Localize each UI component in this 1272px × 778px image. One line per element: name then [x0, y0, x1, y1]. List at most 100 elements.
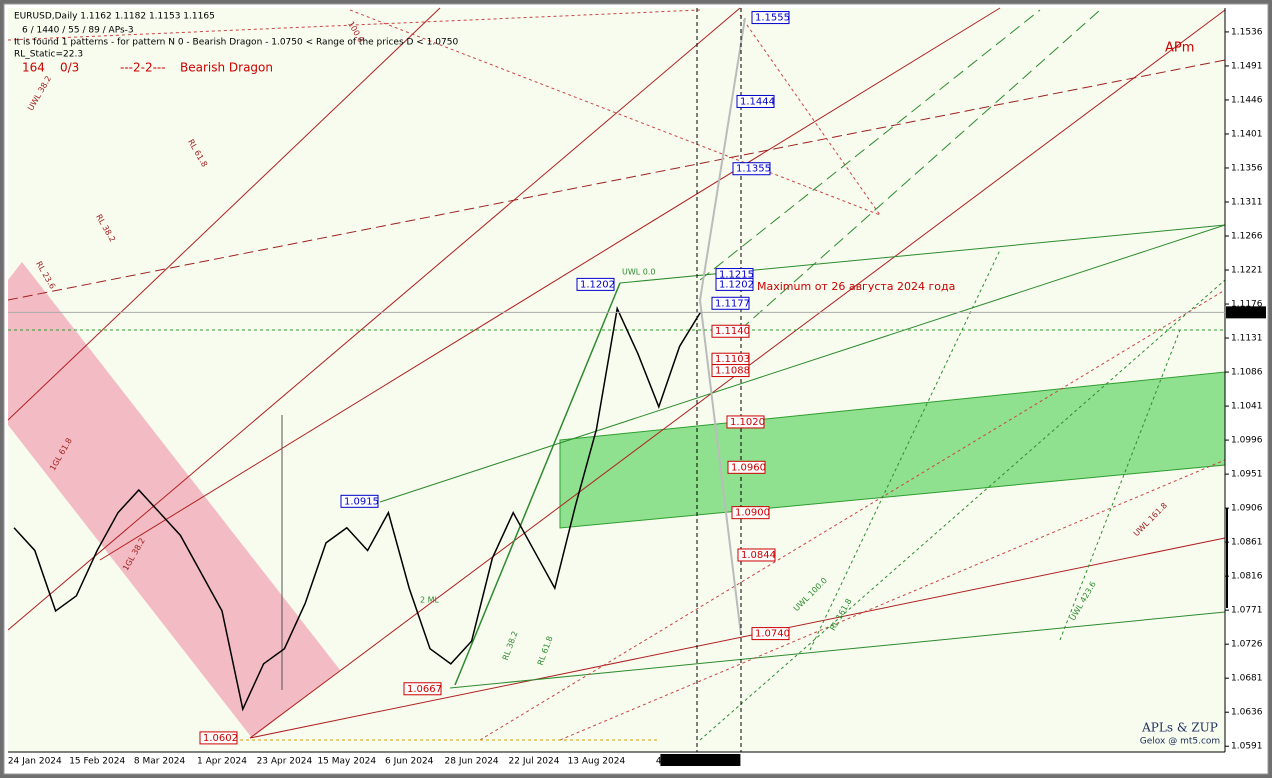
fib-line [739, 14, 881, 216]
level-box [727, 460, 766, 474]
level: 1.0844 [737, 548, 776, 562]
y-tick-label: 1.0816 [1231, 572, 1263, 582]
fib-line [699, 9, 1041, 281]
line-annotation: UWL 0.0 [622, 268, 656, 277]
level: 1.1020 [726, 415, 765, 429]
trend-line [449, 611, 1226, 689]
level-label: 1.1202 [719, 279, 754, 290]
fib-line [739, 9, 1101, 331]
fib-line [1059, 329, 1181, 641]
level-label: 1.1140 [715, 326, 750, 337]
level: 1.1355 [732, 162, 771, 176]
fib-line [349, 9, 881, 216]
level-label: 1.0602 [203, 733, 238, 744]
level-label: 1.0915 [344, 496, 379, 507]
y-tick-label: 1.1401 [1231, 129, 1263, 139]
trend-line [249, 537, 1226, 739]
y-tick-label: 1.1266 [1231, 232, 1263, 242]
level-label: 1.1177 [715, 298, 750, 309]
y-tick-label: 1.1131 [1231, 334, 1263, 344]
level: 1.0960 [727, 460, 766, 474]
level-box [731, 506, 770, 520]
x-tick-label: 15 May 2024 [317, 757, 376, 767]
y-tick-label: 1.0861 [1231, 538, 1263, 548]
x-tick-label: 8 Mar 2024 [134, 757, 186, 767]
level-label: 1.0844 [741, 550, 776, 561]
level: 1.0740 [751, 627, 790, 641]
level: 1.0667 [403, 682, 442, 696]
level: 1.1555 [751, 11, 790, 25]
level-box [751, 11, 790, 25]
level-box [751, 627, 790, 641]
y-tick-label: 1.0906 [1231, 504, 1263, 514]
trend-line [7, 7, 741, 631]
level-label: 1.0667 [407, 684, 442, 695]
level: 1.0602 [199, 731, 238, 745]
level-box [403, 682, 442, 696]
level-label: 1.0960 [731, 462, 766, 473]
line-annotation: 2 ML [420, 596, 440, 605]
level: 1.1140 [711, 324, 750, 338]
level-label: 1.1444 [740, 96, 775, 107]
y-tick-label: 1.1356 [1231, 163, 1263, 173]
level-label: 1.1215 [719, 270, 754, 281]
y-tick-label: 1.1446 [1231, 95, 1263, 105]
current-price-bg [1226, 306, 1266, 319]
volume-bar [1226, 508, 1228, 608]
ratio: 0/3 [60, 61, 79, 75]
level-label: 1.1355 [736, 164, 771, 175]
header: EURUSD,Daily 1.1162 1.1182 1.1153 1.1165… [14, 12, 1220, 747]
median-line [7, 59, 1226, 301]
count: 164 [22, 61, 45, 75]
fib-line [479, 289, 1226, 741]
fib-line [559, 459, 1226, 741]
level-label: 1.0740 [755, 629, 790, 640]
x-tick-label: 6 Jun 2024 [385, 757, 434, 767]
level-box [737, 548, 776, 562]
y-tick-label: 1.0771 [1231, 606, 1263, 616]
level-label: 1.1103 [715, 354, 750, 365]
level: 1.1088 [711, 364, 750, 378]
level-box [711, 296, 750, 310]
x-tick-label: 13 Aug 2024 [568, 757, 626, 767]
x-tick-label: 22 Jul 2024 [509, 757, 560, 767]
projection-line [699, 17, 746, 301]
fib-line [699, 279, 1226, 741]
level: 1.0915 [340, 494, 379, 508]
y-tick-label: 1.1041 [1231, 402, 1263, 412]
level-box [199, 731, 238, 745]
level: 1.1202 [715, 277, 754, 291]
fib-line [7, 9, 701, 41]
y-tick-label: 1.1311 [1231, 197, 1263, 207]
trend-line [99, 7, 1001, 561]
y-tick-label: 1.0951 [1231, 470, 1263, 480]
y-tick-label: 1.0681 [1231, 674, 1263, 684]
cursor-label-bg [660, 754, 741, 766]
level-box [715, 277, 754, 291]
credit: Gelox @ mt5.com [1140, 737, 1220, 747]
maximum-note: Maximum от 26 августа 2024 года [757, 280, 955, 293]
channel-band [8, 262, 340, 738]
level: 1.1103 [711, 352, 750, 366]
x-tick-label: 2024.09.20 16:18 [660, 757, 741, 767]
y-tick-label: 1.1491 [1231, 61, 1263, 71]
y-tick-label: 1.1176 [1231, 300, 1263, 310]
x-tick-label: 1 Apr 2024 [197, 757, 247, 767]
x-tick-label: 23 Apr 2024 [257, 757, 313, 767]
x-tick-label: 28 Jun 2024 [445, 757, 499, 767]
level-label: 1.1020 [730, 417, 765, 428]
pattern-info: It is found 1 patterns - for pattern N 0… [14, 38, 458, 48]
trend-line [454, 282, 621, 686]
level: 1.1177 [711, 296, 750, 310]
level-box [711, 324, 750, 338]
level-label: 1.1202 [580, 279, 615, 290]
y-tick-label: 1.1221 [1231, 266, 1263, 276]
level: 1.1444 [736, 94, 775, 108]
y-tick-label: 1.1086 [1231, 368, 1263, 378]
level-label: 1.0900 [735, 508, 770, 519]
level-box [340, 494, 379, 508]
y-tick-label: 1.1536 [1231, 27, 1263, 37]
y-tick-label: 1.0996 [1231, 436, 1263, 446]
level-label: 1.1555 [755, 13, 790, 24]
y-tick-label: 1.0726 [1231, 640, 1263, 650]
